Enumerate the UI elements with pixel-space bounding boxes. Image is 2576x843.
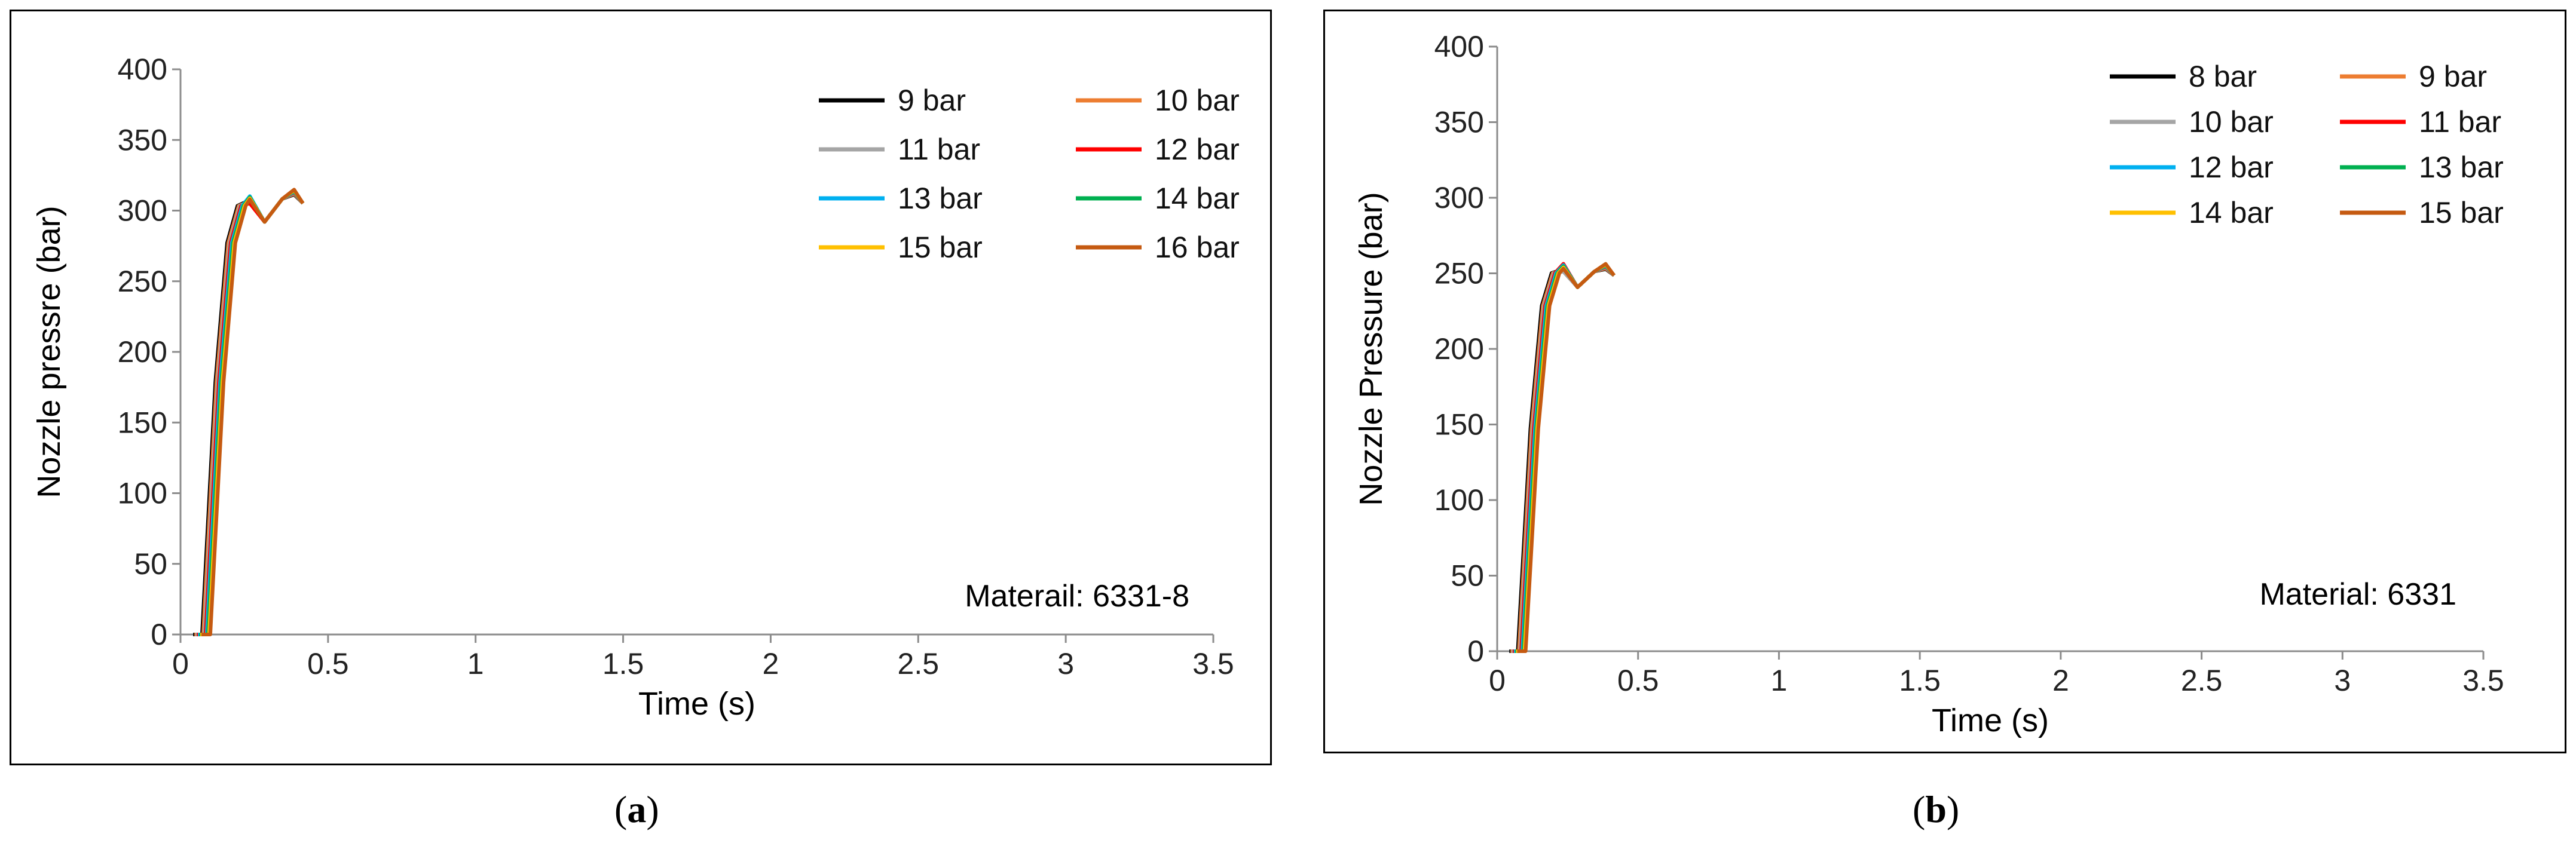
x-tick-label: 0 xyxy=(172,647,189,680)
legend-label: 10 bar xyxy=(1155,84,1240,117)
y-tick-label: 100 xyxy=(118,477,167,510)
x-tick-label: 0 xyxy=(1489,664,1506,697)
x-tick-label: 1.5 xyxy=(602,647,644,680)
y-tick-label: 400 xyxy=(118,53,167,86)
y-axis-title: Nozzle pressre (bar) xyxy=(31,206,67,498)
legend-label: 14 bar xyxy=(1155,182,1240,215)
y-tick-label: 0 xyxy=(151,618,167,651)
legend-label: 16 bar xyxy=(1155,231,1240,264)
x-tick-label: 2 xyxy=(2052,664,2069,697)
y-tick-label: 50 xyxy=(1451,559,1484,593)
legend-label: 13 bar xyxy=(898,182,983,215)
chart-b: 0 50 100 150 200 250 300 350 400 0 0.5 1 1.5 2 2.5 3 3.5… xyxy=(1353,30,2504,738)
y-tick-label: 300 xyxy=(1434,181,1484,214)
legend-label: 10 bar xyxy=(2189,105,2274,139)
y-tick-label: 250 xyxy=(118,265,167,298)
x-tick-label: 2 xyxy=(763,647,779,680)
x-tick-label: 3.5 xyxy=(2462,664,2504,697)
legend-label: 9 bar xyxy=(898,84,966,117)
legend-label: 9 bar xyxy=(2419,60,2487,93)
x-tick-label: 0.5 xyxy=(307,647,349,680)
x-tick-label: 2.5 xyxy=(2181,664,2223,697)
x-tick-label: 2.5 xyxy=(898,647,940,680)
x-tick-label: 1 xyxy=(467,647,484,680)
legend-label: 11 bar xyxy=(898,133,980,166)
y-axis-title: Nozzle Pressure (bar) xyxy=(1353,192,1389,505)
series-line-15-bar xyxy=(1517,262,1616,653)
y-tick-label: 50 xyxy=(134,547,167,581)
x-tick-label: 1.5 xyxy=(1899,664,1941,697)
y-tick-label: 400 xyxy=(1434,30,1484,63)
caption-b: (b) xyxy=(1913,788,1960,830)
y-tick-label: 150 xyxy=(118,406,167,439)
material-annotation: Materail: 6331-8 xyxy=(965,579,1189,614)
x-tick-label: 3.5 xyxy=(1192,647,1234,680)
y-tick-label: 250 xyxy=(1434,257,1484,290)
legend-label: 15 bar xyxy=(2419,196,2504,229)
legend-label: 12 bar xyxy=(1155,133,1240,166)
x-axis-title: Time (s) xyxy=(1932,703,2049,738)
legend-label: 15 bar xyxy=(898,231,983,264)
legend-label: 13 bar xyxy=(2419,151,2504,184)
x-tick-label: 3 xyxy=(2334,664,2351,697)
y-tick-label: 350 xyxy=(1434,106,1484,139)
y-tick-label: 100 xyxy=(1434,483,1484,517)
x-axis-title: Time (s) xyxy=(638,686,755,722)
series-line-16-bar xyxy=(201,188,305,636)
chart-a: 0 50 100 150 200 250 300 350 400 0 0.5 1 1.5 2 2.5 3 3.5… xyxy=(31,53,1240,722)
x-tick-label: 1 xyxy=(1771,664,1788,697)
x-tick-label: 3 xyxy=(1057,647,1074,680)
legend-label: 12 bar xyxy=(2189,151,2274,184)
legend-label: 14 bar xyxy=(2189,196,2274,229)
y-tick-label: 200 xyxy=(1434,332,1484,366)
y-tick-label: 300 xyxy=(118,194,167,228)
y-tick-label: 0 xyxy=(1467,634,1484,668)
y-tick-label: 200 xyxy=(118,335,167,369)
y-tick-label: 150 xyxy=(1434,408,1484,442)
legend-label: 8 bar xyxy=(2189,60,2257,93)
caption-a: (a) xyxy=(614,788,659,830)
material-annotation: Material: 6331 xyxy=(2259,577,2456,612)
legend-label: 11 bar xyxy=(2419,105,2501,139)
x-tick-label: 0.5 xyxy=(1617,664,1659,697)
panel-b-frame xyxy=(1323,10,2566,753)
y-tick-label: 350 xyxy=(118,123,167,157)
